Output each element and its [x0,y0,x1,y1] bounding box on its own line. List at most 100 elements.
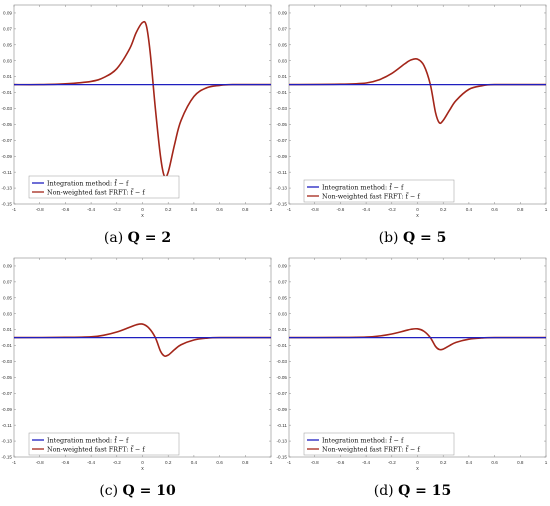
legend-label: Non-weighted fast FRFT: f̃ − f [322,192,420,200]
caption-text: Q = 15 [398,483,452,499]
legend-label: Integration method: f̃ − f [322,183,404,191]
y-tick-label: -0.05 [2,375,13,380]
y-tick-label: -0.07 [2,391,13,396]
axes-frame [13,4,272,205]
y-tick-label: -0.07 [277,391,288,396]
x-tick-label: 0 [416,207,419,212]
y-tick-label: 0.07 [3,26,12,31]
panel-c: 0.09 0.07 0.05 0.03 0.01 -0.01 -0.03 -0.05 -0.07… [0,253,275,506]
x-tick-label: 0.6 [216,207,223,212]
y-tick-label: 0.03 [3,311,12,316]
legend-label: Integration method: f̃ − f [47,436,129,444]
x-tick-label: -0.2 [113,207,121,212]
x-tick-label: 0 [141,207,144,212]
caption-tag: (b) [378,230,399,246]
x-tick-label: -1 [12,460,17,465]
y-tick-label: 0.03 [278,311,287,316]
x-tick-label: -0.6 [336,460,344,465]
y-tick-label: -0.09 [2,407,13,412]
panel-d: 0.09 0.07 0.05 0.03 0.01 -0.01 -0.03 -0.05 -0.07… [275,253,550,506]
x-tick-label: 0.8 [242,460,249,465]
x-axis-label: x [141,466,144,472]
x-tick-label: -0.6 [61,460,69,465]
y-tick-label: 0.01 [3,327,12,332]
y-tick-label: -0.01 [2,90,13,95]
x-axis-label: x [416,466,419,472]
x-tick-label: -1 [287,207,292,212]
y-tick-label: -0.05 [277,375,288,380]
y-tick-label: 0.07 [3,279,12,284]
x-axis-label: x [141,213,144,219]
y-tick-label: 0.01 [3,74,12,79]
y-tick-label: -0.11 [2,170,13,175]
y-tick-label: 0.07 [278,26,287,31]
y-tick-label: -0.01 [277,343,288,348]
y-tick-label: -0.05 [277,122,288,127]
legend-label: Non-weighted fast FRFT: f̃ − f [322,445,420,453]
y-tick-label: -0.15 [277,202,288,207]
y-tick-label: -0.01 [2,343,13,348]
x-tick-label: 0 [141,460,144,465]
y-tick-label: 0.09 [3,11,12,16]
x-tick-label: -0.6 [336,207,344,212]
x-tick-label: 0.4 [191,207,198,212]
caption-tag: (d) [373,483,394,499]
y-tick-label: -0.03 [277,106,288,111]
legend-box [28,432,180,456]
y-tick-label: -0.09 [277,407,288,412]
y-tick-label: -0.07 [2,138,13,143]
x-tick-label: -0.6 [61,207,69,212]
chart-d: 0.09 0.07 0.05 0.03 0.01 -0.01 -0.03 -0.05 -0.07… [277,257,548,472]
series-frft-line [13,20,272,179]
legend-label: Non-weighted fast FRFT: f̃ − f [47,188,145,196]
legend-box [303,432,455,456]
y-tick-label: 0.09 [278,264,287,269]
x-tick-label: -0.2 [113,460,121,465]
caption-tag: (a) [103,230,124,246]
x-tick-label: -0.8 [311,207,319,212]
y-tick-label: -0.03 [2,359,13,364]
chart-a: 0.09 0.07 0.05 0.03 0.01 -0.01 -0.03 -0.05 -0.07… [2,4,273,219]
y-tick-label: 0.01 [278,327,287,332]
x-tick-label: 0.6 [491,207,498,212]
y-tick-label: -0.13 [2,439,13,444]
x-tick-label: 0.6 [216,460,223,465]
x-tick-label: 0.2 [440,460,447,465]
legend-box [303,179,455,203]
caption-b: (b) Q = 5 [275,230,550,246]
panel-a: 0.09 0.07 0.05 0.03 0.01 -0.01 -0.03 -0.05 -0.07… [0,0,275,253]
x-tick-label: 0.2 [165,460,172,465]
x-tick-label: 0.4 [466,460,473,465]
x-axis-label: x [416,213,419,219]
x-tick-label: -1 [287,460,292,465]
y-tick-label: -0.11 [2,423,13,428]
caption-text: Q = 10 [122,483,176,499]
legend-label: Integration method: f̃ − f [47,179,129,187]
y-tick-label: -0.07 [277,138,288,143]
x-tick-label: -0.2 [388,207,396,212]
x-tick-label: -0.4 [362,460,370,465]
x-tick-label: -0.4 [87,207,95,212]
x-tick-label: -0.2 [388,460,396,465]
legend-label: Integration method: f̃ − f [322,436,404,444]
x-tick-label: 0.6 [491,460,498,465]
x-tick-label: 1 [545,207,548,212]
caption-d: (d) Q = 15 [275,483,550,499]
y-tick-label: -0.15 [277,455,288,460]
axes-frame [288,4,547,205]
y-tick-label: -0.15 [2,455,13,460]
x-tick-label: -0.4 [87,460,95,465]
y-tick-label: -0.15 [2,202,13,207]
y-tick-label: -0.01 [277,90,288,95]
x-tick-label: 0.8 [517,460,524,465]
y-tick-label: 0.03 [278,58,287,63]
caption-tag: (c) [99,483,119,499]
x-tick-label: 1 [270,460,273,465]
x-tick-label: 1 [270,207,273,212]
x-tick-label: -0.8 [36,207,44,212]
caption-text: Q = 5 [402,230,447,246]
y-tick-label: 0.03 [3,58,12,63]
legend-label: Non-weighted fast FRFT: f̃ − f [47,445,145,453]
x-tick-label: 0.2 [165,207,172,212]
